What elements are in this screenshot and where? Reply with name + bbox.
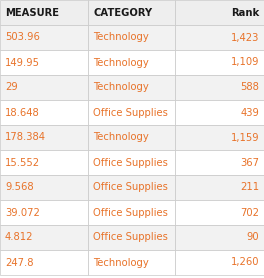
Bar (0, 225, 88, 250)
Bar (0, 50, 88, 75)
Bar (0, 150, 88, 175)
Bar (0, 125, 88, 150)
Bar (88, 175, 175, 200)
Bar (175, 100, 264, 125)
Text: Office Supplies: Office Supplies (93, 108, 168, 118)
Text: 178.384: 178.384 (5, 133, 46, 143)
Bar (88, 150, 175, 175)
Text: Technology: Technology (93, 58, 149, 68)
Text: 211: 211 (240, 182, 259, 192)
Text: 18.648: 18.648 (5, 108, 40, 118)
Text: Office Supplies: Office Supplies (93, 232, 168, 242)
Text: Technology: Technology (93, 133, 149, 143)
Text: MEASURE: MEASURE (5, 8, 59, 18)
Text: Office Supplies: Office Supplies (93, 158, 168, 168)
Bar (0, 25, 88, 50)
Text: 4.812: 4.812 (5, 232, 34, 242)
Bar (175, 25, 264, 50)
Text: 1,159: 1,159 (230, 133, 259, 143)
Text: 247.8: 247.8 (5, 257, 34, 267)
Text: 702: 702 (240, 207, 259, 217)
Bar (88, 0, 175, 25)
Bar (175, 75, 264, 100)
Text: 39.072: 39.072 (5, 207, 40, 217)
Text: Technology: Technology (93, 257, 149, 267)
Text: 149.95: 149.95 (5, 58, 40, 68)
Bar (175, 250, 264, 275)
Bar (88, 225, 175, 250)
Bar (175, 150, 264, 175)
Text: CATEGORY: CATEGORY (93, 8, 152, 18)
Text: 9.568: 9.568 (5, 182, 34, 192)
Bar (88, 125, 175, 150)
Text: Technology: Technology (93, 33, 149, 43)
Bar (0, 0, 88, 25)
Bar (175, 50, 264, 75)
Bar (88, 50, 175, 75)
Bar (88, 100, 175, 125)
Text: Technology: Technology (93, 83, 149, 93)
Bar (0, 100, 88, 125)
Bar (0, 200, 88, 225)
Bar (88, 75, 175, 100)
Text: 1,423: 1,423 (231, 33, 259, 43)
Bar (175, 200, 264, 225)
Text: 367: 367 (240, 158, 259, 168)
Text: Office Supplies: Office Supplies (93, 182, 168, 192)
Text: Office Supplies: Office Supplies (93, 207, 168, 217)
Bar (88, 200, 175, 225)
Bar (175, 225, 264, 250)
Text: 439: 439 (240, 108, 259, 118)
Text: 588: 588 (240, 83, 259, 93)
Bar (88, 250, 175, 275)
Text: 90: 90 (246, 232, 259, 242)
Text: 1,109: 1,109 (230, 58, 259, 68)
Bar (0, 75, 88, 100)
Text: 29: 29 (5, 83, 18, 93)
Text: 15.552: 15.552 (5, 158, 40, 168)
Bar (175, 125, 264, 150)
Text: 1,260: 1,260 (230, 257, 259, 267)
Bar (88, 25, 175, 50)
Bar (175, 0, 264, 25)
Text: Rank: Rank (231, 8, 259, 18)
Bar (175, 175, 264, 200)
Bar (0, 250, 88, 275)
Text: 503.96: 503.96 (5, 33, 40, 43)
Bar (0, 175, 88, 200)
